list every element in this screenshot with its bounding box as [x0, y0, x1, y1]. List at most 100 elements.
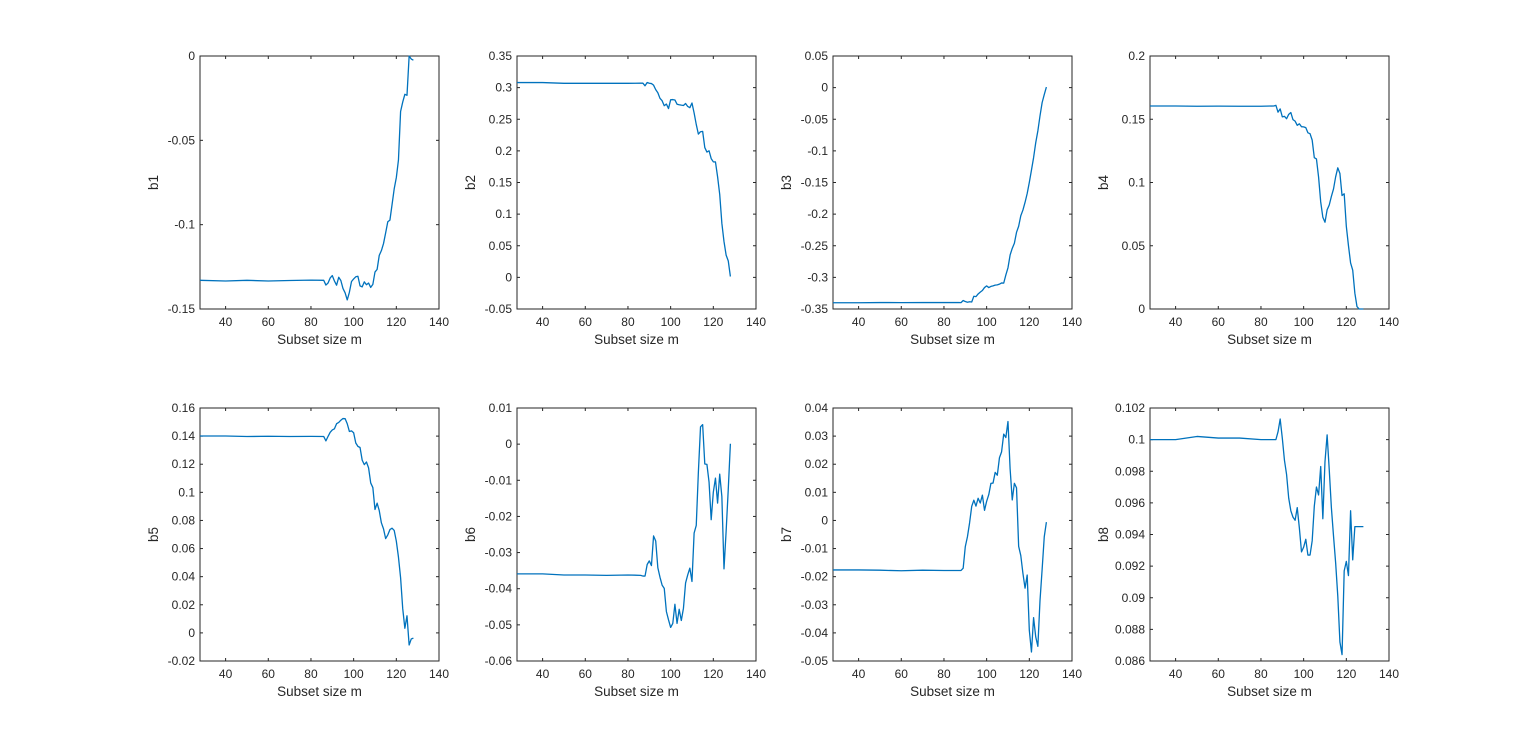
- x-tick-label: 140: [429, 667, 449, 681]
- y-tick-label: 0.1: [1128, 433, 1145, 447]
- y-tick-label: 0.08: [172, 513, 196, 527]
- x-tick-label: 120: [386, 315, 406, 329]
- y-tick-label: 0.01: [805, 485, 829, 499]
- x-tick-label: 60: [579, 315, 593, 329]
- y-tick-label: -0.05: [801, 112, 829, 126]
- x-tick-label: 100: [344, 315, 364, 329]
- y-axis-label: b1: [146, 175, 161, 190]
- y-axis-label: b3: [779, 175, 794, 190]
- x-tick-label: 40: [219, 315, 233, 329]
- x-tick-label: 80: [937, 315, 951, 329]
- x-tick-label: 120: [703, 667, 723, 681]
- y-tick-label: 0.15: [1122, 112, 1146, 126]
- y-tick-label: -0.03: [485, 546, 513, 560]
- x-tick-label: 40: [536, 667, 550, 681]
- y-tick-label: 0.35: [489, 49, 513, 63]
- y-tick-label: 0.094: [1115, 528, 1145, 542]
- axes-frame: [199, 407, 440, 662]
- y-axis-label: b2: [463, 175, 478, 190]
- y-tick-label: 0.098: [1115, 464, 1145, 478]
- y-tick-label: 0.05: [805, 49, 829, 63]
- subplot-7: 40 60 80 100 120 140 -0.05 -0.04 -0.03 -0.02 -0.01…: [779, 401, 1082, 699]
- x-tick-label: 100: [977, 667, 997, 681]
- y-tick-label: -0.05: [485, 302, 513, 316]
- y-tick-label: -0.35: [801, 302, 829, 316]
- x-tick-label: 120: [1019, 667, 1039, 681]
- y-axis-label: b5: [146, 527, 161, 542]
- y-tick-label: -0.03: [801, 598, 829, 612]
- y-tick-label: 0.15: [489, 176, 513, 190]
- y-tick-label: -0.02: [168, 654, 196, 668]
- series-line: [199, 55, 414, 301]
- y-tick-label: 0: [1138, 302, 1145, 316]
- x-tick-label: 80: [937, 667, 951, 681]
- x-tick-label: 100: [344, 667, 364, 681]
- y-tick-label: 0.086: [1115, 654, 1145, 668]
- x-tick-label: 80: [621, 315, 635, 329]
- x-tick-label: 80: [1254, 315, 1268, 329]
- y-tick-label: -0.04: [485, 582, 513, 596]
- x-tick-label: 120: [1019, 315, 1039, 329]
- x-tick-label: 140: [746, 667, 766, 681]
- y-tick-label: -0.05: [168, 133, 196, 147]
- y-tick-label: 0.09: [1122, 591, 1146, 605]
- x-axis-label: Subset size m: [1227, 684, 1312, 699]
- x-tick-label: 120: [703, 315, 723, 329]
- y-tick-label: 0: [505, 270, 512, 284]
- x-tick-label: 100: [1294, 315, 1314, 329]
- x-axis-label: Subset size m: [594, 684, 679, 699]
- y-tick-label: 0.05: [489, 239, 513, 253]
- y-tick-label: 0.25: [489, 112, 513, 126]
- y-tick-label: -0.01: [801, 542, 829, 556]
- axes-frame: [1149, 55, 1390, 310]
- x-tick-label: 140: [429, 315, 449, 329]
- x-tick-label: 40: [1169, 667, 1183, 681]
- y-tick-label: 0: [188, 626, 195, 640]
- x-tick-label: 60: [1212, 667, 1226, 681]
- axes-frame: [199, 55, 440, 310]
- y-tick-label: 0.02: [172, 598, 196, 612]
- series-line: [1150, 104, 1364, 310]
- y-tick-label: 0.05: [1122, 239, 1146, 253]
- series-line: [1150, 418, 1364, 656]
- y-tick-label: 0.096: [1115, 496, 1145, 510]
- y-axis-label: b4: [1096, 175, 1111, 191]
- series-line: [517, 423, 732, 629]
- y-tick-label: -0.04: [801, 626, 829, 640]
- y-tick-label: 0: [821, 513, 828, 527]
- y-tick-label: -0.05: [801, 654, 829, 668]
- y-tick-label: 0.02: [805, 457, 829, 471]
- x-axis-label: Subset size m: [910, 332, 995, 347]
- axes-frame: [1149, 407, 1390, 662]
- x-tick-label: 80: [304, 315, 318, 329]
- y-tick-label: 0.12: [172, 457, 196, 471]
- y-tick-label: 0.2: [1128, 49, 1145, 63]
- x-tick-label: 120: [386, 667, 406, 681]
- y-tick-label: 0.1: [495, 207, 512, 221]
- x-axis-label: Subset size m: [277, 332, 362, 347]
- x-tick-label: 60: [262, 667, 276, 681]
- y-tick-label: -0.02: [801, 570, 829, 584]
- x-tick-label: 40: [852, 315, 866, 329]
- axes-frame: [832, 407, 1073, 662]
- y-tick-label: 0.3: [495, 81, 512, 95]
- y-tick-label: 0.04: [172, 570, 196, 584]
- y-tick-label: 0.03: [805, 429, 829, 443]
- y-tick-label: 0: [505, 437, 512, 451]
- subplot-6: 40 60 80 100 120 140 -0.06 -0.05 -0.04 -0.03 -0.02…: [463, 401, 766, 699]
- x-tick-label: 40: [219, 667, 233, 681]
- y-tick-label: -0.06: [485, 654, 513, 668]
- x-tick-label: 80: [621, 667, 635, 681]
- y-tick-label: 0.092: [1115, 559, 1145, 573]
- y-tick-label: -0.3: [807, 270, 828, 284]
- y-tick-label: -0.1: [807, 144, 828, 158]
- subplot-1: 40 60 80 100 120 140 -0.15 -0.1 -0.05 0 Subset siz…: [146, 49, 449, 347]
- y-tick-label: 0.14: [172, 429, 196, 443]
- x-axis-label: Subset size m: [1227, 332, 1312, 347]
- x-tick-label: 60: [895, 667, 909, 681]
- x-tick-label: 100: [661, 667, 681, 681]
- y-tick-label: -0.02: [485, 509, 513, 523]
- series-line: [833, 86, 1048, 304]
- x-tick-label: 100: [1294, 667, 1314, 681]
- series-line: [833, 420, 1048, 653]
